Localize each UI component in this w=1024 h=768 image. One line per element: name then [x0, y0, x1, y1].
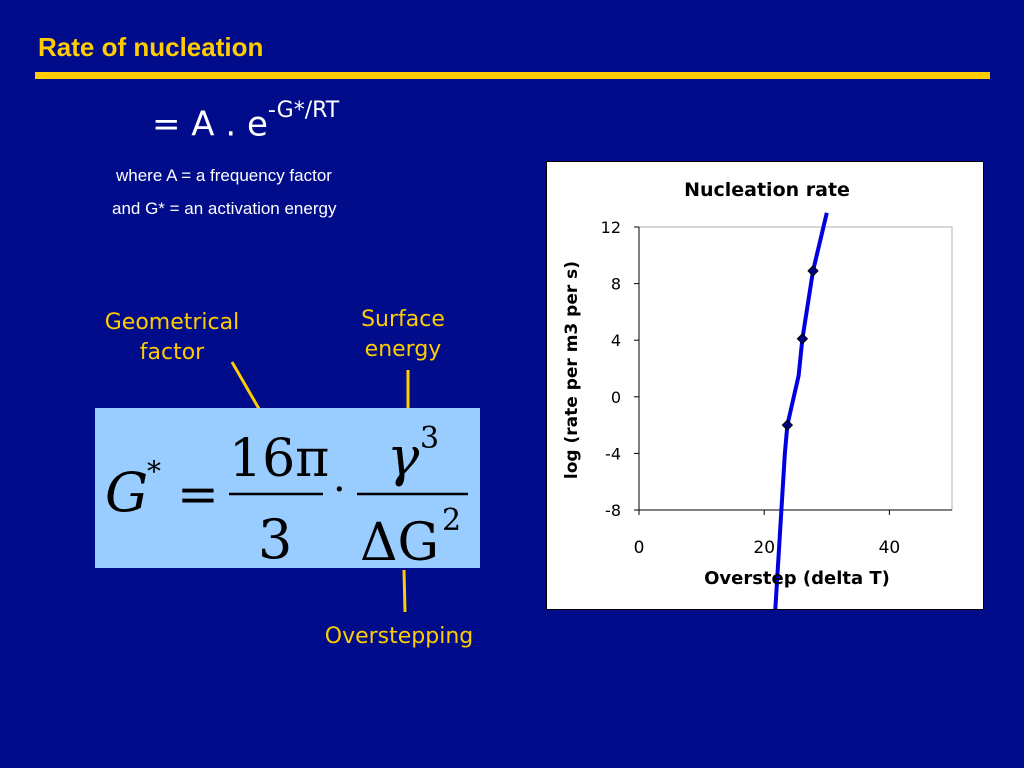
x-tick-label: 0	[634, 538, 645, 558]
geometrical-label-line2: factor	[139, 340, 205, 365]
chart-title: Nucleation rate	[684, 179, 850, 201]
y-tick-label: -8	[605, 501, 621, 520]
formula-denominator-1: 3	[258, 508, 292, 568]
formula-dot: ·	[333, 467, 346, 513]
y-axis-label: log (rate per m3 per s)	[562, 261, 582, 479]
formula-equals: =	[177, 465, 219, 523]
overstepping-pointer-line	[402, 569, 407, 613]
x-tick-label: 20	[753, 538, 775, 558]
surface-label-line2: energy	[364, 337, 442, 362]
plot-area	[638, 226, 953, 511]
formula-numerator-2-exp: 3	[420, 421, 439, 456]
surface-label-line1: Surface	[361, 307, 445, 332]
nucleation-rate-chart: Nucleation rate 12 8 4 0 -4 -8 0 20 40 Overstep…	[546, 161, 984, 610]
formula-lhs: G	[105, 461, 148, 524]
title-underline	[35, 72, 990, 79]
formula-numerator-1: 16π	[229, 429, 329, 489]
nucleation-formula: G * = 16π 3 · γ 3 ΔG 2	[105, 421, 468, 573]
formula-box: G * = 16π 3 · γ 3 ΔG 2	[95, 408, 480, 573]
data-point-marker	[796, 333, 809, 345]
formula-star: *	[147, 455, 161, 488]
formula-numerator-2: γ	[387, 425, 420, 488]
data-point-marker	[807, 265, 819, 277]
overstepping-label: Overstepping	[324, 624, 474, 649]
where-g-text: and G* = an activation energy	[112, 199, 337, 218]
formula-denominator-2-exp: 2	[442, 503, 461, 538]
geometrical-pointer-line	[230, 361, 264, 415]
slide-title: Rate of nucleation	[38, 32, 264, 62]
surface-energy-label: Surface energy	[338, 305, 468, 365]
rate-equation: = A . e-G*/RT	[152, 98, 339, 145]
y-tick-label: 4	[611, 331, 621, 350]
nucleation-rate-line	[773, 212, 829, 609]
x-axis-label: Overstep (delta T)	[704, 568, 890, 589]
geometrical-label-line1: Geometrical	[104, 310, 240, 335]
y-tick-label: 8	[611, 275, 621, 294]
y-tick-label: 12	[601, 218, 621, 237]
where-a-text: where A = a frequency factor	[116, 166, 332, 185]
x-tick-label: 40	[879, 538, 901, 558]
equation-main: = A . e	[152, 104, 268, 145]
equation-exponent: -G*/RT	[267, 98, 340, 123]
y-tick-label: 0	[611, 388, 621, 407]
geometrical-factor-label: Geometrical factor	[92, 308, 252, 368]
data-point-marker	[781, 419, 794, 431]
y-tick-label: -4	[605, 444, 621, 463]
formula-denominator-2: ΔG	[360, 513, 439, 568]
